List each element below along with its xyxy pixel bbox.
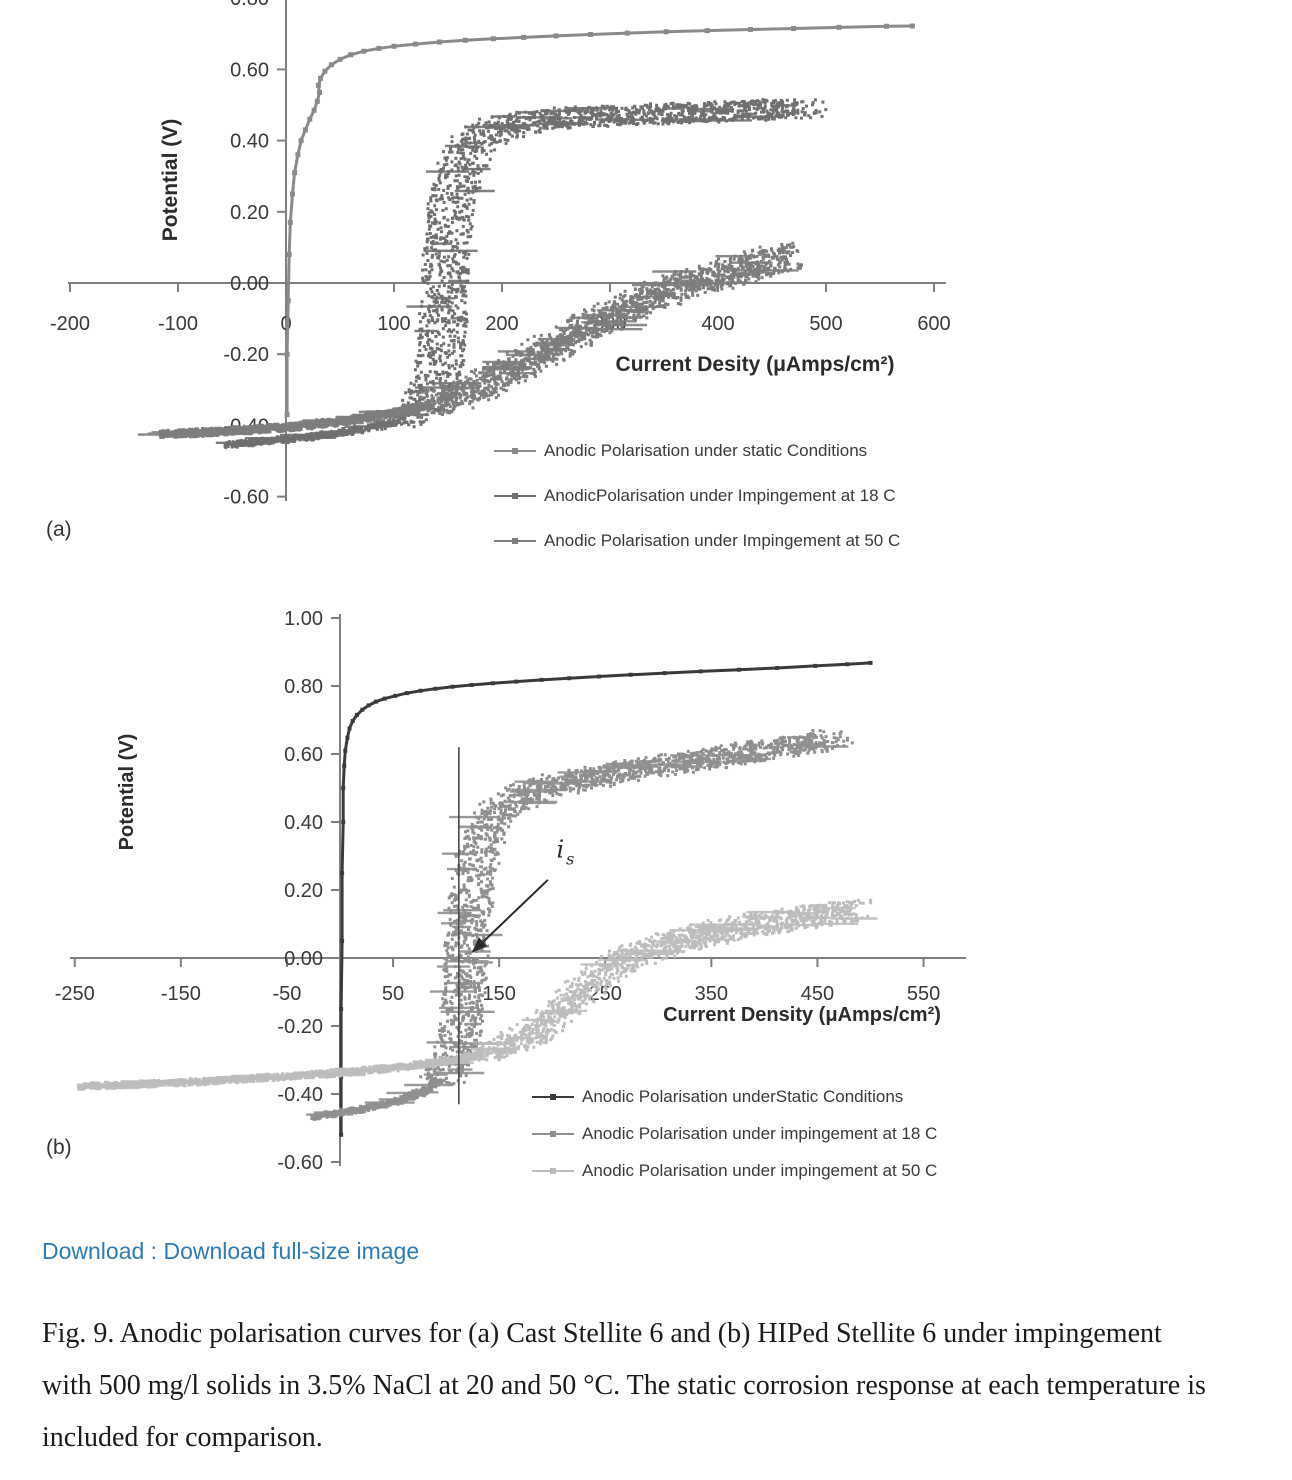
figure-caption: Fig. 9. Anodic polarisation curves for (…	[42, 1318, 1206, 1453]
svg-text:100: 100	[377, 313, 410, 335]
svg-text:0.60: 0.60	[284, 744, 323, 766]
svg-text:-250: -250	[55, 983, 95, 1005]
legend-line-marker-icon	[532, 1167, 574, 1174]
svg-text:0.40: 0.40	[284, 812, 323, 834]
svg-text:400: 400	[701, 313, 734, 335]
svg-text:1.00: 1.00	[284, 608, 323, 630]
svg-text:-0.20: -0.20	[223, 344, 269, 366]
download-full-size-link[interactable]: Download : Download full-size image	[42, 1238, 420, 1264]
is-arrowhead	[471, 937, 488, 953]
svg-text:-0.60: -0.60	[223, 487, 269, 509]
series-error-bars	[215, 104, 797, 444]
legend-item: Anodic Polarisation under Impingement at…	[494, 518, 900, 563]
svg-text:Current Desity (μAmps/cm²): Current Desity (μAmps/cm²)	[616, 353, 895, 376]
svg-text:0.60: 0.60	[230, 59, 269, 81]
legend-item: Anodic Polarisation under impingement at…	[532, 1152, 937, 1189]
legend-label: Anodic Polarisation under Impingement at…	[544, 530, 901, 550]
svg-text:0.00: 0.00	[284, 948, 323, 970]
series-line	[339, 661, 872, 1137]
series-start-marker	[223, 441, 230, 448]
legend-line-marker-icon	[532, 1093, 574, 1100]
svg-text:0.80: 0.80	[284, 676, 323, 698]
panel-label-b: (b)	[46, 1136, 72, 1159]
svg-text:-0.40: -0.40	[277, 1084, 323, 1106]
series-cloud	[310, 729, 854, 1121]
series-markers	[339, 660, 873, 1137]
svg-text:0.40: 0.40	[230, 131, 269, 153]
svg-text:0.20: 0.20	[284, 880, 323, 902]
svg-text:600: 600	[917, 313, 950, 335]
svg-text:350: 350	[695, 983, 728, 1005]
legend-line-marker-icon	[494, 492, 536, 499]
svg-text:450: 450	[801, 983, 834, 1005]
svg-text:-50: -50	[272, 983, 301, 1005]
svg-text:0.80: 0.80	[230, 0, 269, 10]
svg-text:0.20: 0.20	[230, 202, 269, 224]
legend-chart-a: Anodic Polarisation under static Conditi…	[494, 428, 900, 563]
svg-text:550: 550	[907, 983, 940, 1005]
legend-item: Anodic Polarisation underStatic Conditio…	[532, 1078, 937, 1115]
series-cloud	[158, 241, 803, 439]
series-markers	[284, 23, 915, 418]
legend-label: Anodic Polarisation under impingement at…	[582, 1123, 938, 1143]
svg-text:Potential (V): Potential (V)	[116, 734, 138, 851]
svg-text:-150: -150	[161, 983, 201, 1005]
legend-label: AnodicPolarisation under Impingement at …	[544, 485, 896, 505]
svg-text:-200: -200	[50, 313, 90, 335]
legend-item: AnodicPolarisation under Impingement at …	[494, 473, 900, 518]
legend-label: Anodic Polarisation under static Conditi…	[544, 440, 868, 460]
is-arrow	[482, 879, 549, 943]
series-line	[285, 24, 914, 417]
svg-text:Potential (V): Potential (V)	[159, 119, 182, 242]
svg-text:-100: -100	[158, 313, 198, 335]
svg-text:200: 200	[485, 313, 518, 335]
svg-text:Current Density (μAmps/cm²): Current Density (μAmps/cm²)	[663, 1004, 941, 1026]
legend-line-marker-icon	[494, 447, 536, 454]
svg-text:0: 0	[280, 313, 291, 335]
chart-a-canvas: -200 -100 0 100 200 300 400 500 600-0.60-0.40-0.…	[50, 0, 951, 509]
legend-item: Anodic Polarisation under static Conditi…	[494, 428, 900, 473]
legend-line-marker-icon	[494, 537, 536, 544]
legend-label: Anodic Polarisation underStatic Conditio…	[582, 1086, 904, 1106]
legend-chart-b: Anodic Polarisation underStatic Conditio…	[532, 1078, 937, 1189]
chart-b-canvas: -250 -150 -50 50 150 250 350 450 550-0.60-0.40-0…	[55, 608, 966, 1174]
legend-item: Anodic Polarisation under impingement at…	[532, 1115, 937, 1152]
svg-text:0.00: 0.00	[230, 273, 269, 295]
series-start-marker	[158, 431, 165, 438]
series-start-marker	[77, 1083, 84, 1090]
svg-text:500: 500	[809, 313, 842, 335]
legend-label: Anodic Polarisation under impingement at…	[582, 1160, 938, 1180]
svg-text:-0.20: -0.20	[277, 1016, 323, 1038]
svg-text:150: 150	[482, 983, 515, 1005]
panel-label-a: (a)	[46, 518, 72, 541]
series-start-marker	[310, 1114, 317, 1121]
svg-text:50: 50	[382, 983, 404, 1005]
legend-line-marker-icon	[532, 1130, 574, 1137]
svg-text:-0.60: -0.60	[277, 1152, 323, 1174]
